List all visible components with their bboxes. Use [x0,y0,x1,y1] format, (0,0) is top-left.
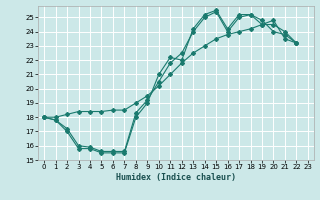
X-axis label: Humidex (Indice chaleur): Humidex (Indice chaleur) [116,173,236,182]
